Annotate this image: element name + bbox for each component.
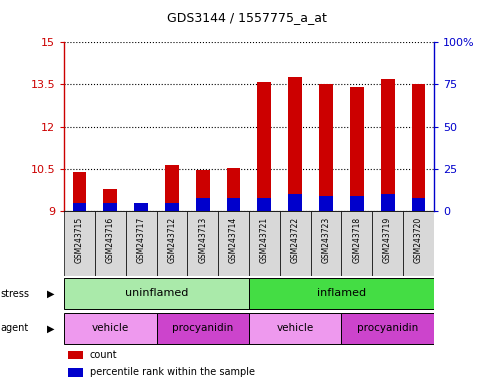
Bar — [218, 211, 249, 276]
Bar — [72, 172, 86, 211]
Bar — [412, 198, 425, 211]
Text: inflamed: inflamed — [317, 288, 366, 298]
Text: GDS3144 / 1557775_a_at: GDS3144 / 1557775_a_at — [167, 12, 326, 25]
Bar — [319, 196, 333, 211]
Text: count: count — [90, 350, 118, 360]
Bar — [64, 278, 249, 310]
Bar — [68, 351, 83, 359]
Text: procyanidin: procyanidin — [357, 323, 418, 333]
Bar — [227, 198, 241, 211]
Bar — [165, 165, 179, 211]
Bar — [196, 198, 210, 211]
Bar — [288, 194, 302, 211]
Text: percentile rank within the sample: percentile rank within the sample — [90, 367, 255, 377]
Text: GSM243718: GSM243718 — [352, 217, 361, 263]
Text: GSM243714: GSM243714 — [229, 217, 238, 263]
Bar — [126, 211, 157, 276]
Text: vehicle: vehicle — [92, 323, 129, 333]
Text: GSM243712: GSM243712 — [168, 217, 176, 263]
Bar — [165, 203, 179, 211]
Bar — [134, 203, 148, 211]
Text: GSM243721: GSM243721 — [260, 217, 269, 263]
Bar — [104, 189, 117, 211]
Text: GSM243723: GSM243723 — [321, 217, 330, 263]
Text: stress: stress — [0, 289, 30, 299]
Text: GSM243722: GSM243722 — [291, 217, 300, 263]
Bar — [257, 198, 271, 211]
Bar — [227, 167, 241, 211]
Text: GSM243715: GSM243715 — [75, 217, 84, 263]
Bar — [381, 79, 394, 211]
Bar — [412, 84, 425, 211]
Bar — [68, 368, 83, 377]
Bar — [187, 211, 218, 276]
Text: GSM243713: GSM243713 — [198, 217, 207, 263]
Text: vehicle: vehicle — [277, 323, 314, 333]
Bar — [134, 207, 148, 211]
Bar — [95, 211, 126, 276]
Bar — [280, 211, 311, 276]
Text: procyanidin: procyanidin — [172, 323, 233, 333]
Text: GSM243716: GSM243716 — [106, 217, 115, 263]
Bar — [403, 211, 434, 276]
Bar — [288, 78, 302, 211]
Bar — [341, 211, 372, 276]
Bar — [341, 313, 434, 344]
Bar — [249, 313, 341, 344]
Bar — [64, 313, 157, 344]
Bar — [350, 87, 364, 211]
Text: GSM243720: GSM243720 — [414, 217, 423, 263]
Text: uninflamed: uninflamed — [125, 288, 188, 298]
Bar — [72, 203, 86, 211]
Bar — [350, 196, 364, 211]
Text: agent: agent — [0, 323, 29, 333]
Text: GSM243717: GSM243717 — [137, 217, 145, 263]
Bar — [64, 211, 95, 276]
Bar — [319, 84, 333, 211]
Bar — [249, 211, 280, 276]
Bar — [157, 211, 187, 276]
Text: GSM243719: GSM243719 — [383, 217, 392, 263]
Bar — [157, 313, 249, 344]
Bar — [249, 278, 434, 310]
Bar — [311, 211, 341, 276]
Bar — [372, 211, 403, 276]
Bar — [257, 82, 271, 211]
Bar — [381, 194, 394, 211]
Text: ▶: ▶ — [47, 323, 54, 333]
Bar — [196, 170, 210, 211]
Bar — [104, 203, 117, 211]
Text: ▶: ▶ — [47, 289, 54, 299]
